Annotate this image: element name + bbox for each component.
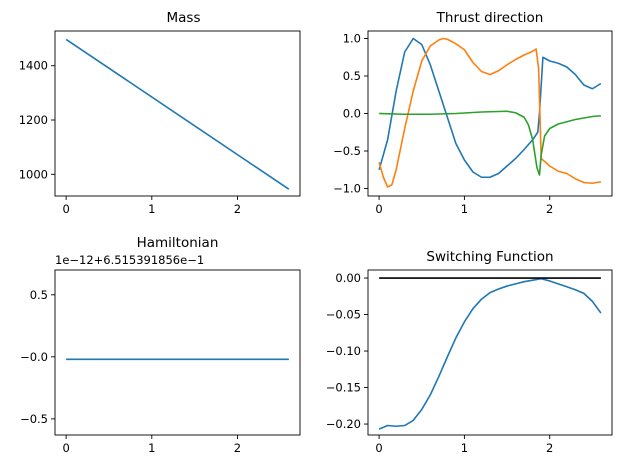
- hamiltonian-plot: 0 1 2 −0.5 −0.0 0.5: [20, 269, 301, 455]
- mass-panel: Mass 0 1 2 1000 1200 1400: [19, 10, 301, 216]
- hamiltonian-ytick-label: −0.0: [20, 350, 48, 364]
- thrust-direction-series-1-line: [378, 37, 602, 179]
- thrust-direction-xtick-label: 0: [375, 202, 382, 216]
- switching-function-series-1-line: [378, 277, 602, 430]
- switching-function-plot: 0 1 2 −0.20 −0.15 −0.10 −0.05 0.00: [326, 269, 613, 455]
- thrust-direction-xtick-label: 2: [546, 202, 553, 216]
- hamiltonian-xtick-label: 2: [234, 441, 241, 455]
- thrust-direction-ytick-label: 1.0: [343, 32, 361, 46]
- hamiltonian-axes-frame: [54, 269, 301, 436]
- thrust-direction-ytick-label: −0.5: [333, 144, 361, 158]
- hamiltonian-ytick-label: −0.5: [20, 412, 48, 426]
- mass-xtick-label: 1: [148, 202, 155, 216]
- mass-xtick-label: 2: [234, 202, 241, 216]
- hamiltonian-ytick-label: 0.5: [30, 288, 48, 302]
- mass-ytick-label: 1400: [19, 59, 48, 73]
- hamiltonian-panel: Hamiltonian 1e−12+6.515391856e−1 0 1 2 −0.5…: [20, 235, 301, 455]
- switching-function-ytick-label: −0.05: [326, 308, 361, 322]
- thrust-direction-panel: Thrust direction 0 1 2 −1.0 −0.5 0.0 0.5 1.0: [333, 10, 613, 216]
- mass-axes-frame: [54, 30, 301, 197]
- switching-function-ytick-label: −0.15: [326, 381, 361, 395]
- switching-function-title: Switching Function: [426, 249, 553, 265]
- switching-function-ytick-label: −0.10: [326, 344, 361, 358]
- switching-function-xtick-label: 1: [461, 441, 468, 455]
- switching-function-ytick-label: 0.00: [335, 271, 361, 285]
- switching-function-xtick-label: 0: [375, 441, 382, 455]
- switching-function-axes-frame: [367, 269, 613, 436]
- switching-function-xtick-label: 2: [546, 441, 553, 455]
- thrust-direction-xtick-label: 1: [461, 202, 468, 216]
- thrust-direction-ytick-label: 0.0: [343, 107, 361, 121]
- mass-plot: 0 1 2 1000 1200 1400: [19, 30, 301, 216]
- thrust-direction-ytick-label: −1.0: [333, 182, 361, 196]
- thrust-direction-series-3-line: [379, 110, 601, 176]
- hamiltonian-offset-text: 1e−12+6.515391856e−1: [55, 253, 204, 267]
- mass-title: Mass: [167, 10, 201, 26]
- hamiltonian-xtick-label: 1: [148, 441, 155, 455]
- thrust-direction-plot: 0 1 2 −1.0 −0.5 0.0 0.5 1.0: [333, 30, 613, 216]
- thrust-direction-title: Thrust direction: [436, 10, 544, 26]
- switching-function-ytick-label: −0.20: [326, 417, 361, 431]
- thrust-direction-series-2-line: [378, 37, 602, 188]
- switching-function-panel: Switching Function 0 1 2 −0.20 −0.15 −0.10 −0.…: [326, 249, 613, 455]
- mass-ytick-label: 1000: [19, 167, 48, 181]
- mass-xtick-label: 0: [62, 202, 69, 216]
- mass-series-1-line: [65, 38, 290, 190]
- thrust-direction-ytick-label: 0.5: [343, 69, 361, 83]
- hamiltonian-title: Hamiltonian: [137, 235, 219, 251]
- mass-ytick-label: 1200: [19, 113, 48, 127]
- hamiltonian-xtick-label: 0: [62, 441, 69, 455]
